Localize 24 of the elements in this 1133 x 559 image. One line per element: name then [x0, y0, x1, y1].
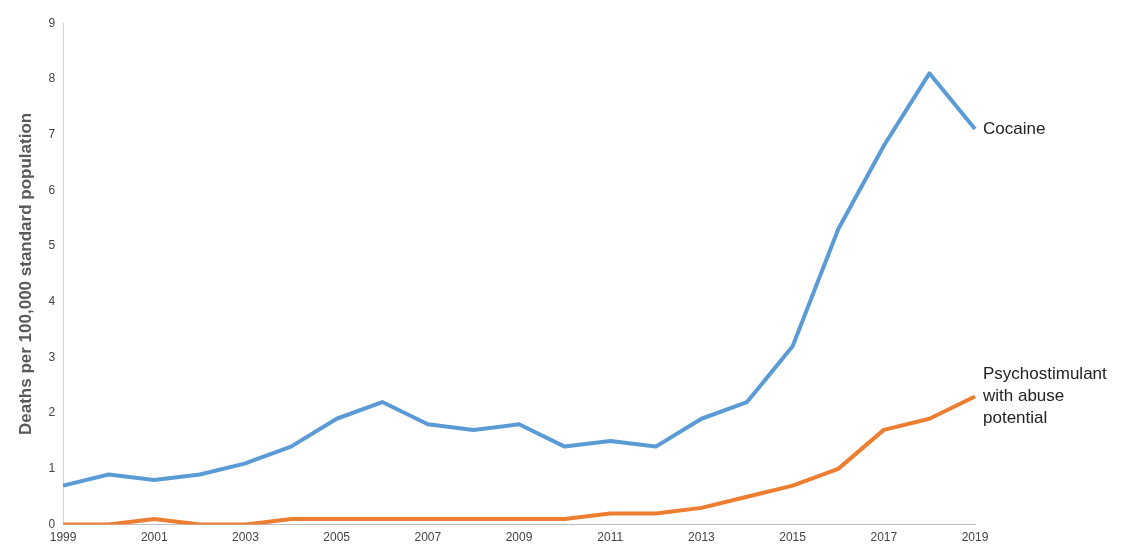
y-tick-label: 8 — [48, 71, 56, 86]
x-tick-label: 2011 — [597, 530, 624, 545]
y-tick-label: 5 — [48, 238, 56, 253]
y-tick-label: 7 — [48, 126, 56, 141]
y-tick-label: 4 — [48, 294, 56, 309]
x-tick-label: 2017 — [870, 530, 898, 545]
y-tick-label: 3 — [48, 349, 56, 364]
y-tick-label: 0 — [48, 516, 56, 531]
y-tick-label: 2 — [48, 405, 56, 420]
y-tick-label: 6 — [48, 182, 56, 197]
series-label: Cocaine — [983, 118, 1046, 138]
x-tick-label: 2013 — [688, 530, 716, 545]
y-axis-title: Deaths per 100,000 standard population — [15, 112, 35, 435]
y-tick-label: 1 — [48, 461, 56, 476]
x-tick-label: 1999 — [49, 530, 77, 545]
x-tick-label: 2019 — [961, 530, 989, 545]
x-tick-label: 2003 — [232, 530, 260, 545]
y-tick-label: 9 — [48, 15, 56, 30]
x-tick-label: 2015 — [779, 530, 807, 545]
x-tick-label: 2001 — [140, 530, 168, 545]
series-label: Psychostimulant with abuse potential — [982, 364, 1108, 428]
x-tick-label: 2005 — [323, 530, 351, 545]
x-tick-label: 2009 — [505, 530, 533, 545]
x-tick-label: 2007 — [414, 530, 442, 545]
